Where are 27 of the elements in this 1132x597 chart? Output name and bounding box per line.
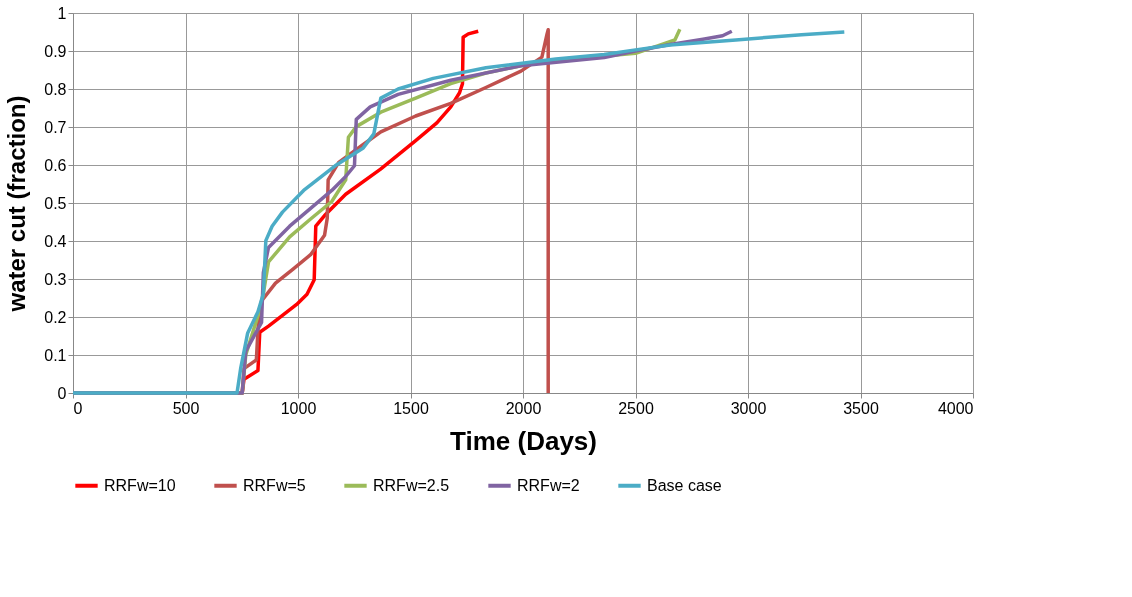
x-tick-label: 1000 [280, 399, 317, 417]
y-tick-label: 0 [57, 384, 67, 402]
y-tick-label: 0.5 [44, 194, 67, 212]
y-tick-label: 0.8 [44, 80, 67, 98]
x-tick-label: 3000 [730, 399, 767, 417]
x-tick-label: 0 [73, 399, 83, 417]
legend-label: RRFw=2 [517, 476, 580, 494]
legend-label: RRFw=5 [243, 476, 306, 494]
y-tick-label: 0.3 [44, 270, 67, 288]
x-tick-label: 2500 [618, 399, 654, 417]
x-tick-label: 3500 [843, 399, 879, 417]
x-tick-label: 500 [172, 399, 200, 417]
y-tick-label: 0.1 [44, 346, 67, 364]
x-axis-title: Time (Days) [450, 425, 597, 456]
y-tick-label: 0.7 [44, 118, 67, 136]
x-tick-label: 2000 [505, 399, 542, 417]
y-tick-label: 0.4 [44, 232, 67, 250]
legend-label: RRFw=10 [104, 476, 176, 494]
y-axis-title: water cut (fraction) [3, 95, 31, 313]
y-tick-label: 1 [57, 4, 67, 22]
legend-label: Base case [647, 476, 722, 494]
y-tick-label: 0.2 [44, 308, 67, 326]
legend-label: RRFw=2.5 [373, 476, 450, 494]
x-tick-label: 4000 [937, 399, 974, 417]
x-tick-label: 1500 [393, 399, 429, 417]
y-tick-label: 0.9 [44, 42, 67, 60]
y-tick-label: 0.6 [44, 156, 67, 174]
